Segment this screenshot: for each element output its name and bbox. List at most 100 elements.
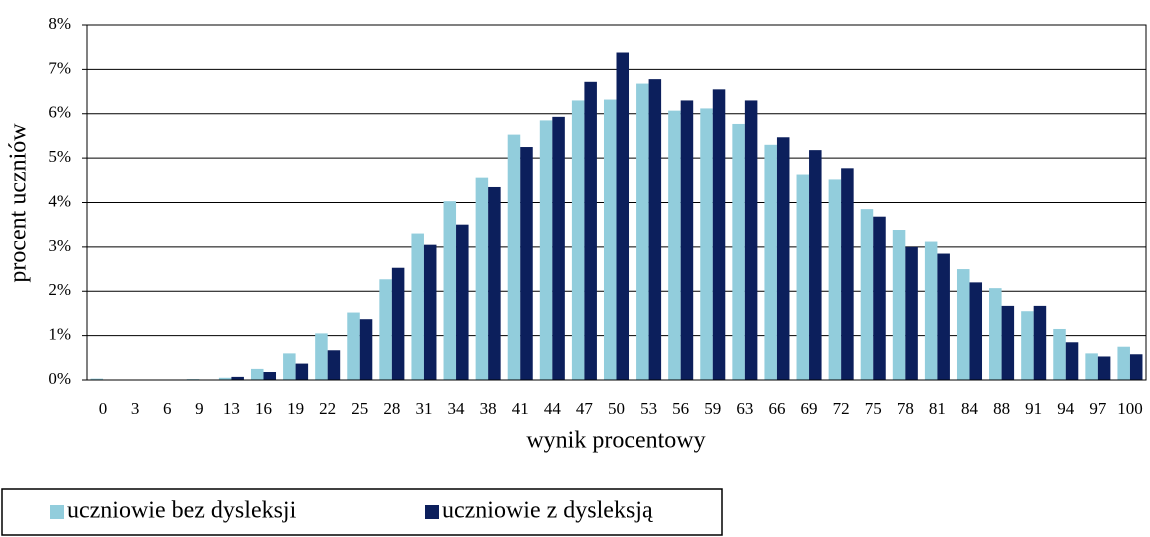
x-tick-label: 50 — [608, 399, 625, 418]
bar — [956, 269, 970, 380]
x-tick-label: 56 — [672, 399, 689, 418]
x-tick-label: 100 — [1117, 399, 1143, 418]
x-tick-label: 38 — [480, 399, 497, 418]
bar — [1001, 305, 1015, 380]
bar — [1021, 311, 1034, 380]
bar — [507, 134, 521, 380]
bar — [892, 230, 906, 380]
bar — [283, 353, 296, 380]
bar — [1117, 346, 1130, 380]
bar — [603, 99, 617, 381]
bar — [680, 100, 694, 380]
x-tick-label: 25 — [351, 399, 368, 418]
bar — [905, 246, 918, 380]
bar — [327, 350, 341, 380]
bar — [1085, 353, 1098, 380]
x-tick-label: 22 — [319, 399, 336, 418]
x-tick-label: 91 — [1025, 399, 1042, 418]
legend-label: uczniowie bez dysleksji — [67, 498, 297, 524]
bar — [648, 79, 662, 380]
bar — [1033, 305, 1047, 380]
bar — [263, 372, 277, 380]
bar — [379, 279, 392, 380]
y-tick-label: 8% — [48, 14, 71, 33]
x-tick-label: 69 — [801, 399, 818, 418]
bar — [1129, 354, 1143, 380]
bar — [231, 376, 244, 380]
x-tick-label: 44 — [544, 399, 562, 418]
y-tick-label: 4% — [48, 191, 71, 210]
x-tick-label: 34 — [448, 399, 466, 418]
bar — [250, 368, 264, 380]
y-tick-label: 5% — [48, 147, 71, 166]
bar — [1097, 356, 1111, 380]
bar — [828, 179, 842, 380]
bar — [937, 253, 950, 380]
legend-label: uczniowie z dysleksją — [442, 498, 653, 524]
bar — [443, 201, 457, 380]
bar — [809, 150, 822, 380]
bar — [520, 147, 533, 380]
bar — [347, 312, 360, 380]
bar — [539, 120, 553, 380]
x-tick-label: 0 — [99, 399, 108, 418]
x-tick-label: 78 — [897, 399, 914, 418]
bar — [744, 100, 758, 380]
x-tick-label: 28 — [383, 399, 400, 418]
bar — [616, 52, 630, 380]
x-tick-label: 16 — [255, 399, 272, 418]
bar — [571, 100, 585, 380]
x-tick-label: 66 — [768, 399, 785, 418]
x-tick-label: 41 — [512, 399, 529, 418]
bar — [776, 137, 790, 380]
bar — [488, 186, 501, 380]
bar — [796, 174, 810, 380]
y-tick-label: 6% — [48, 103, 71, 122]
x-axis-label: wynik procentowy — [526, 428, 705, 454]
x-tick-label: 59 — [704, 399, 721, 418]
y-tick-label: 2% — [48, 280, 71, 299]
bar — [636, 83, 649, 380]
y-tick-label: 0% — [48, 369, 71, 388]
bar — [841, 168, 854, 380]
y-tick-label: 1% — [48, 325, 71, 344]
x-tick-label: 63 — [736, 399, 753, 418]
bar — [860, 209, 874, 380]
bar — [584, 81, 597, 381]
bar — [456, 224, 469, 380]
bar — [668, 110, 681, 381]
legend-swatch — [50, 505, 64, 519]
y-tick-label: 7% — [48, 58, 71, 77]
x-tick-label: 53 — [640, 399, 657, 418]
bar — [552, 116, 565, 380]
x-tick-label: 88 — [993, 399, 1010, 418]
bar — [315, 333, 328, 380]
x-tick-label: 97 — [1089, 399, 1107, 418]
x-tick-label: 19 — [287, 399, 304, 418]
bar — [712, 89, 726, 380]
y-tick-label: 3% — [48, 236, 71, 255]
bar — [475, 177, 489, 380]
plot-border — [86, 24, 1147, 381]
y-axis-label: procent uczniów — [6, 123, 32, 283]
bar — [732, 123, 745, 381]
x-tick-label: 75 — [865, 399, 882, 418]
x-tick-label: 94 — [1057, 399, 1075, 418]
bar — [700, 108, 713, 381]
x-tick-label: 81 — [929, 399, 946, 418]
x-tick-label: 72 — [833, 399, 850, 418]
x-tick-label: 3 — [131, 399, 140, 418]
bar — [873, 216, 886, 380]
bar — [411, 233, 424, 380]
bar — [969, 282, 983, 380]
bar — [359, 319, 373, 380]
legend-swatch — [425, 505, 439, 519]
x-tick-label: 13 — [223, 399, 240, 418]
x-tick-label: 47 — [576, 399, 594, 418]
bar — [295, 363, 309, 380]
x-tick-label: 84 — [961, 399, 979, 418]
x-tick-label: 6 — [163, 399, 172, 418]
x-tick-label: 9 — [195, 399, 204, 418]
bar — [391, 267, 405, 380]
bar — [90, 378, 104, 380]
